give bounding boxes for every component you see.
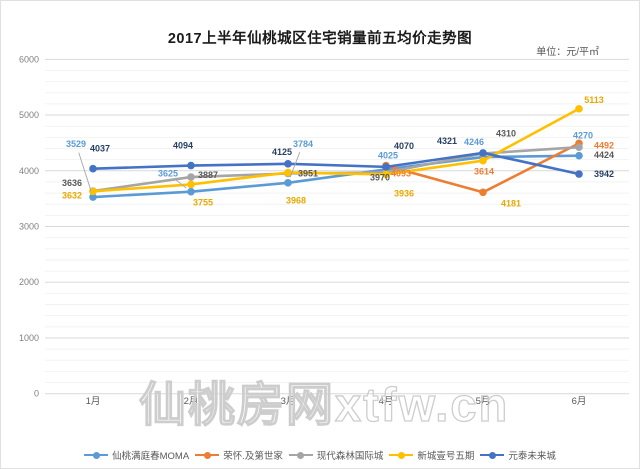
data-label: 4093: [391, 169, 411, 179]
x-tick-label: 2月: [184, 396, 199, 407]
data-point: [284, 179, 292, 187]
series-line-4: [91, 107, 581, 193]
label-leader-line: [174, 178, 187, 189]
legend-item-2: 荣怀.及第世家: [195, 448, 283, 462]
legend-label: 现代森林国际城: [316, 451, 384, 462]
data-point: [187, 161, 195, 170]
data-label: 3968: [286, 196, 306, 206]
legend: 仙桃满庭春MOMA 荣怀.及第世家 现代森林国际城 新城壹号五期 元泰未来城: [1, 448, 639, 462]
series-line-5: [91, 151, 581, 176]
y-tick-label: 3000: [19, 222, 39, 232]
data-point: [575, 104, 583, 113]
label-leader-line: [289, 152, 301, 178]
data-label: 3632: [62, 190, 82, 200]
data-point: [382, 163, 390, 171]
data-label: 3636: [62, 178, 82, 188]
data-point: [575, 170, 583, 178]
data-label: 3529: [66, 139, 86, 149]
data-label: 3755: [193, 197, 213, 207]
y-tick-label: 5000: [19, 110, 39, 120]
data-point: [89, 187, 97, 196]
label-leader-line: [78, 152, 92, 192]
data-label: 3970: [370, 172, 390, 182]
legend-item-4: 新城壹号五期: [389, 448, 474, 462]
data-label: 3942: [594, 169, 614, 179]
legend-line-dot-icon: [480, 451, 505, 459]
data-label: 4270: [573, 131, 593, 141]
data-point: [187, 180, 195, 189]
x-tick-label: 1月: [86, 396, 101, 407]
x-tick-label: 4月: [379, 396, 394, 407]
x-tick-label: 3月: [281, 396, 296, 407]
chart-title: 2017上半年仙桃城区住宅销量前五均价走势图: [167, 31, 473, 47]
data-label: 4037: [90, 144, 110, 154]
y-tick-label: 6000: [19, 54, 39, 64]
data-point: [89, 164, 97, 173]
data-label: 4246: [464, 137, 484, 147]
data-point: [479, 156, 487, 165]
data-label: 3951: [298, 169, 318, 179]
legend-line-dot-icon: [84, 451, 109, 459]
legend-line-dot-icon: [389, 451, 414, 459]
data-point: [284, 168, 292, 177]
data-label: 3887: [198, 170, 218, 180]
legend-item-5: 元泰未来城: [480, 448, 556, 462]
x-tick-label: 6月: [572, 396, 587, 407]
unit-label: 单位：元/平㎡: [536, 47, 599, 58]
data-point: [575, 151, 583, 160]
data-label: 3784: [293, 139, 313, 149]
legend-item-3: 现代森林国际城: [288, 448, 384, 462]
y-tick-label: 2000: [19, 277, 39, 287]
label-leader-line: [579, 144, 582, 150]
data-label: 4025: [378, 150, 398, 160]
data-label: 4492: [594, 140, 614, 150]
y-tick-label: 4000: [19, 166, 39, 176]
data-label: 3625: [158, 169, 178, 179]
data-point: [479, 149, 487, 157]
data-label: 4181: [501, 199, 521, 209]
legend-line-dot-icon: [195, 451, 220, 459]
legend-label: 新城壹号五期: [417, 451, 475, 462]
data-point: [187, 173, 195, 181]
legend-label: 荣怀.及第世家: [223, 451, 283, 462]
data-label: 4310: [496, 129, 516, 139]
data-label: 4424: [594, 150, 614, 160]
data-label: 4070: [394, 141, 414, 151]
data-label: 4094: [173, 141, 193, 151]
data-label: 3936: [394, 188, 414, 198]
data-label: 4321: [437, 136, 457, 146]
data-point: [382, 170, 390, 179]
data-label: 3614: [474, 166, 494, 176]
data-point: [187, 187, 195, 196]
legend-item-1: 仙桃满庭春MOMA: [84, 448, 189, 462]
legend-line-dot-icon: [288, 451, 313, 459]
data-label: 4125: [272, 147, 292, 157]
legend-label: 仙桃满庭春MOMA: [112, 451, 190, 462]
data-label: 5113: [584, 95, 604, 105]
y-tick-label: 1000: [19, 333, 39, 343]
x-tick-label: 5月: [476, 396, 491, 407]
legend-label: 元泰未来城: [508, 451, 556, 462]
data-point: [284, 160, 292, 168]
data-point: [89, 193, 97, 201]
y-tick-label: 0: [34, 389, 39, 399]
data-point: [479, 188, 487, 197]
data-point: [575, 143, 583, 151]
